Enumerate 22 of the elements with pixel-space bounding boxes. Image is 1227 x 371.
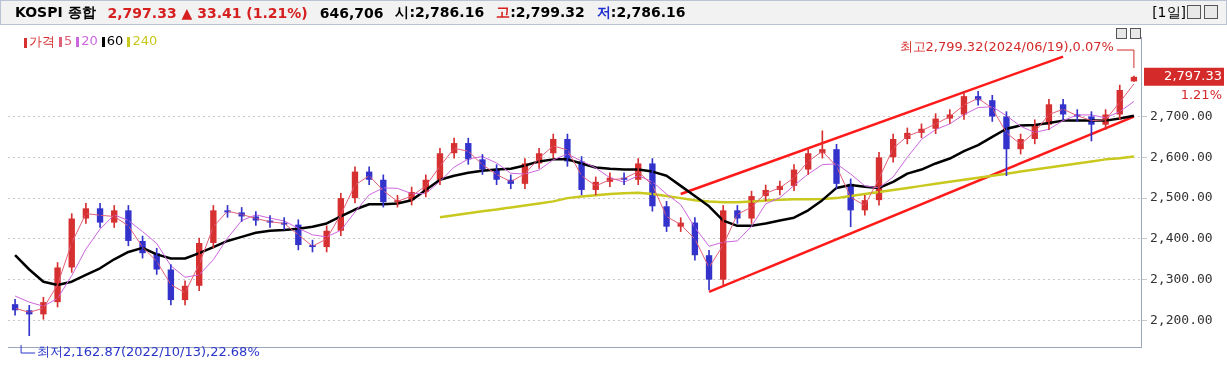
text: 1.21% <box>1180 87 1222 103</box>
legend-label: 가격 <box>28 33 55 51</box>
text: 저:2,786.16 <box>596 3 686 22</box>
legend-label: 20 <box>80 33 98 50</box>
y-tick-label: 2,700.00 <box>1150 107 1213 123</box>
legend-label: 5 <box>63 33 73 50</box>
y-tick-label: 2,500.00 <box>1150 189 1213 205</box>
text: [1일] <box>1152 3 1186 22</box>
y-tick-label: 2,300.00 <box>1150 271 1213 287</box>
legend-label: 60 <box>105 33 124 50</box>
text: 646,706 <box>319 4 384 21</box>
legend-label: 240 <box>131 33 158 50</box>
text: 2,797.33 <box>1164 68 1222 84</box>
chart-subtitle: 2,797.33 ▲ 33.41 (1.21%) <box>107 4 308 21</box>
chart-title: KOSPI 종합 <box>15 3 96 22</box>
y-tick-label: 2,600.00 <box>1150 148 1213 164</box>
annotation: 최저2,162.87(2022/10/13),22.68% <box>37 344 260 360</box>
text: 시:2,786.16 <box>395 3 485 22</box>
y-tick-label: 2,400.00 <box>1150 230 1213 246</box>
y-tick-label: 2,200.00 <box>1150 311 1213 327</box>
annotation: 최고2,799.32(2024/06/19),0.07% <box>899 39 1114 55</box>
text: 고:2,799.32 <box>496 3 585 22</box>
